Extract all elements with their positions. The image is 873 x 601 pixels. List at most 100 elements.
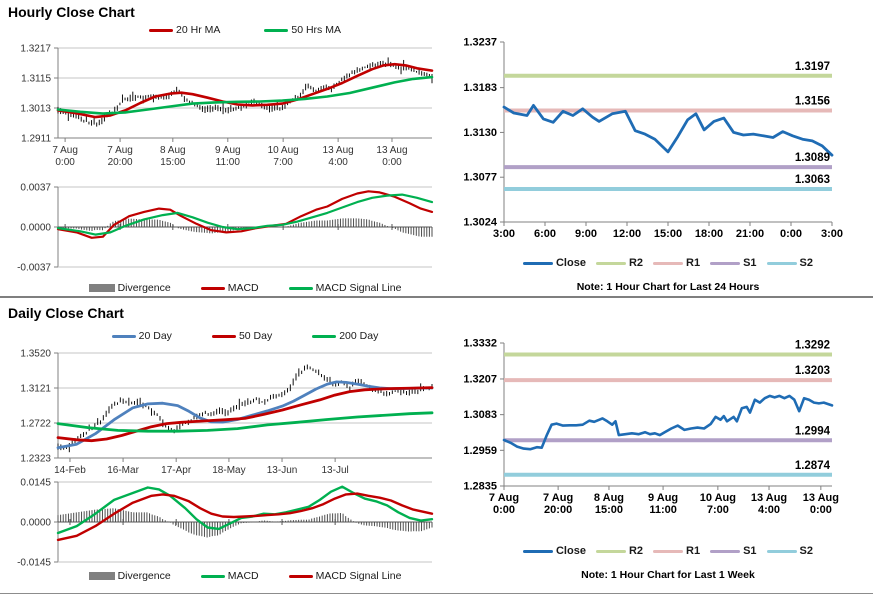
line-swatch-icon	[111, 334, 136, 338]
hourly-section-title: Hourly Close Chart	[8, 4, 135, 20]
legend-item: 50 Day	[211, 330, 273, 342]
legend-label: S2	[799, 257, 814, 269]
legend-item: Close	[522, 257, 586, 269]
svg-text:1.3115: 1.3115	[21, 74, 51, 85]
line-swatch-icon	[288, 574, 313, 578]
svg-text:13-Jun: 13-Jun	[267, 465, 298, 476]
svg-text:1.2959: 1.2959	[463, 445, 497, 457]
svg-text:1.3203: 1.3203	[795, 365, 830, 377]
line-swatch-icon	[522, 549, 553, 553]
svg-text:1.3183: 1.3183	[463, 82, 497, 94]
svg-text:10 Aug: 10 Aug	[268, 145, 299, 156]
svg-text:11:00: 11:00	[216, 157, 241, 168]
legend-label: R2	[628, 545, 644, 557]
svg-text:13 Aug: 13 Aug	[376, 145, 407, 156]
svg-text:0:00: 0:00	[55, 157, 75, 168]
svg-text:8 Aug: 8 Aug	[160, 145, 186, 156]
svg-text:1.3520: 1.3520	[20, 349, 51, 360]
bar-swatch-icon	[88, 284, 115, 292]
legend-item: Divergence	[88, 570, 171, 582]
legend-label: S1	[743, 545, 757, 557]
legend-item: MACD	[200, 570, 259, 582]
line-swatch-icon	[710, 261, 741, 265]
hourly-macd-chart: 0.0037 0.0000 -0.0037	[17, 183, 434, 274]
svg-text:0.0000: 0.0000	[20, 518, 51, 529]
svg-text:11:00: 11:00	[649, 504, 677, 516]
svg-text:7 Aug: 7 Aug	[52, 145, 78, 156]
svg-text:7 Aug: 7 Aug	[543, 492, 573, 504]
svg-text:1.2722: 1.2722	[20, 419, 51, 430]
svg-text:1.3083: 1.3083	[463, 409, 497, 421]
svg-text:15:00: 15:00	[654, 228, 682, 240]
bottom-divider	[0, 593, 873, 594]
line-swatch-icon	[149, 28, 174, 32]
svg-text:0:00: 0:00	[382, 157, 402, 168]
legend-item: 200 Day	[312, 330, 378, 342]
line-swatch-icon	[766, 549, 797, 553]
line-swatch-icon	[710, 549, 741, 553]
svg-text:1.3156: 1.3156	[795, 95, 830, 107]
line-swatch-icon	[264, 28, 289, 32]
svg-text:21:00: 21:00	[736, 228, 764, 240]
svg-text:15:00: 15:00	[160, 157, 185, 168]
svg-text:0.0000: 0.0000	[20, 223, 51, 234]
svg-text:13 Aug: 13 Aug	[751, 492, 787, 504]
daily-macd-chart: 0.0145 0.0000 -0.0145	[17, 478, 434, 569]
legend-item: S2	[766, 545, 814, 557]
svg-text:9 Aug: 9 Aug	[215, 145, 241, 156]
legend-label: R2	[628, 257, 644, 269]
hourly-pivot-legend: Close R2 R1 S1 S2	[496, 257, 840, 269]
svg-text:1.3332: 1.3332	[463, 338, 497, 350]
svg-text:4:00: 4:00	[758, 504, 780, 516]
daily-macd-legend: Divergence MACD MACD Signal Line	[58, 570, 432, 582]
svg-text:0.0145: 0.0145	[20, 478, 51, 489]
svg-text:1.3077: 1.3077	[463, 172, 497, 184]
svg-text:1.2911: 1.2911	[21, 134, 51, 145]
svg-text:4:00: 4:00	[328, 157, 348, 168]
svg-text:0:00: 0:00	[780, 228, 802, 240]
legend-label: MACD	[227, 570, 259, 582]
svg-text:1.2874: 1.2874	[795, 460, 831, 472]
line-swatch-icon	[312, 334, 337, 338]
line-swatch-icon	[595, 549, 626, 553]
weekly-pivot-note: Note: 1 Hour Chart for Last 1 Week	[581, 569, 755, 581]
svg-text:12:00: 12:00	[613, 228, 641, 240]
svg-text:20:00: 20:00	[108, 157, 133, 168]
hourly-price-legend: 20 Hr MA 50 Hrs MA	[58, 24, 432, 36]
svg-text:1.3292: 1.3292	[795, 340, 830, 352]
line-swatch-icon	[200, 286, 225, 290]
line-swatch-icon	[522, 261, 553, 265]
svg-text:1.2323: 1.2323	[20, 454, 51, 465]
legend-label: 20 Day	[138, 330, 172, 342]
legend-label: 50 Day	[238, 330, 273, 342]
legend-label: MACD Signal Line	[315, 570, 402, 582]
legend-item: R1	[653, 545, 700, 557]
svg-text:13 Aug: 13 Aug	[803, 492, 839, 504]
svg-text:7 Aug: 7 Aug	[107, 145, 133, 156]
legend-label: MACD Signal Line	[315, 282, 402, 294]
daily-price-legend: 20 Day 50 Day 200 Day	[58, 330, 432, 342]
svg-text:1.3121: 1.3121	[20, 384, 51, 395]
svg-text:-0.0145: -0.0145	[17, 558, 51, 569]
svg-text:18:00: 18:00	[695, 228, 723, 240]
svg-text:1.3207: 1.3207	[463, 373, 497, 385]
svg-text:15:00: 15:00	[595, 504, 623, 516]
svg-text:20:00: 20:00	[544, 504, 572, 516]
legend-label: MACD	[227, 282, 259, 294]
legend-item: Close	[522, 545, 586, 557]
line-swatch-icon	[766, 261, 797, 265]
legend-label: Close	[555, 545, 586, 557]
legend-label: R1	[686, 257, 701, 269]
legend-item: S1	[710, 257, 757, 269]
svg-text:10 Aug: 10 Aug	[700, 492, 736, 504]
line-swatch-icon	[653, 261, 684, 265]
legend-label: S2	[799, 545, 814, 557]
legend-item: R2	[595, 545, 644, 557]
legend-label: 20 Hr MA	[176, 24, 221, 36]
svg-text:1.3013: 1.3013	[20, 104, 51, 115]
section-divider	[0, 296, 873, 298]
